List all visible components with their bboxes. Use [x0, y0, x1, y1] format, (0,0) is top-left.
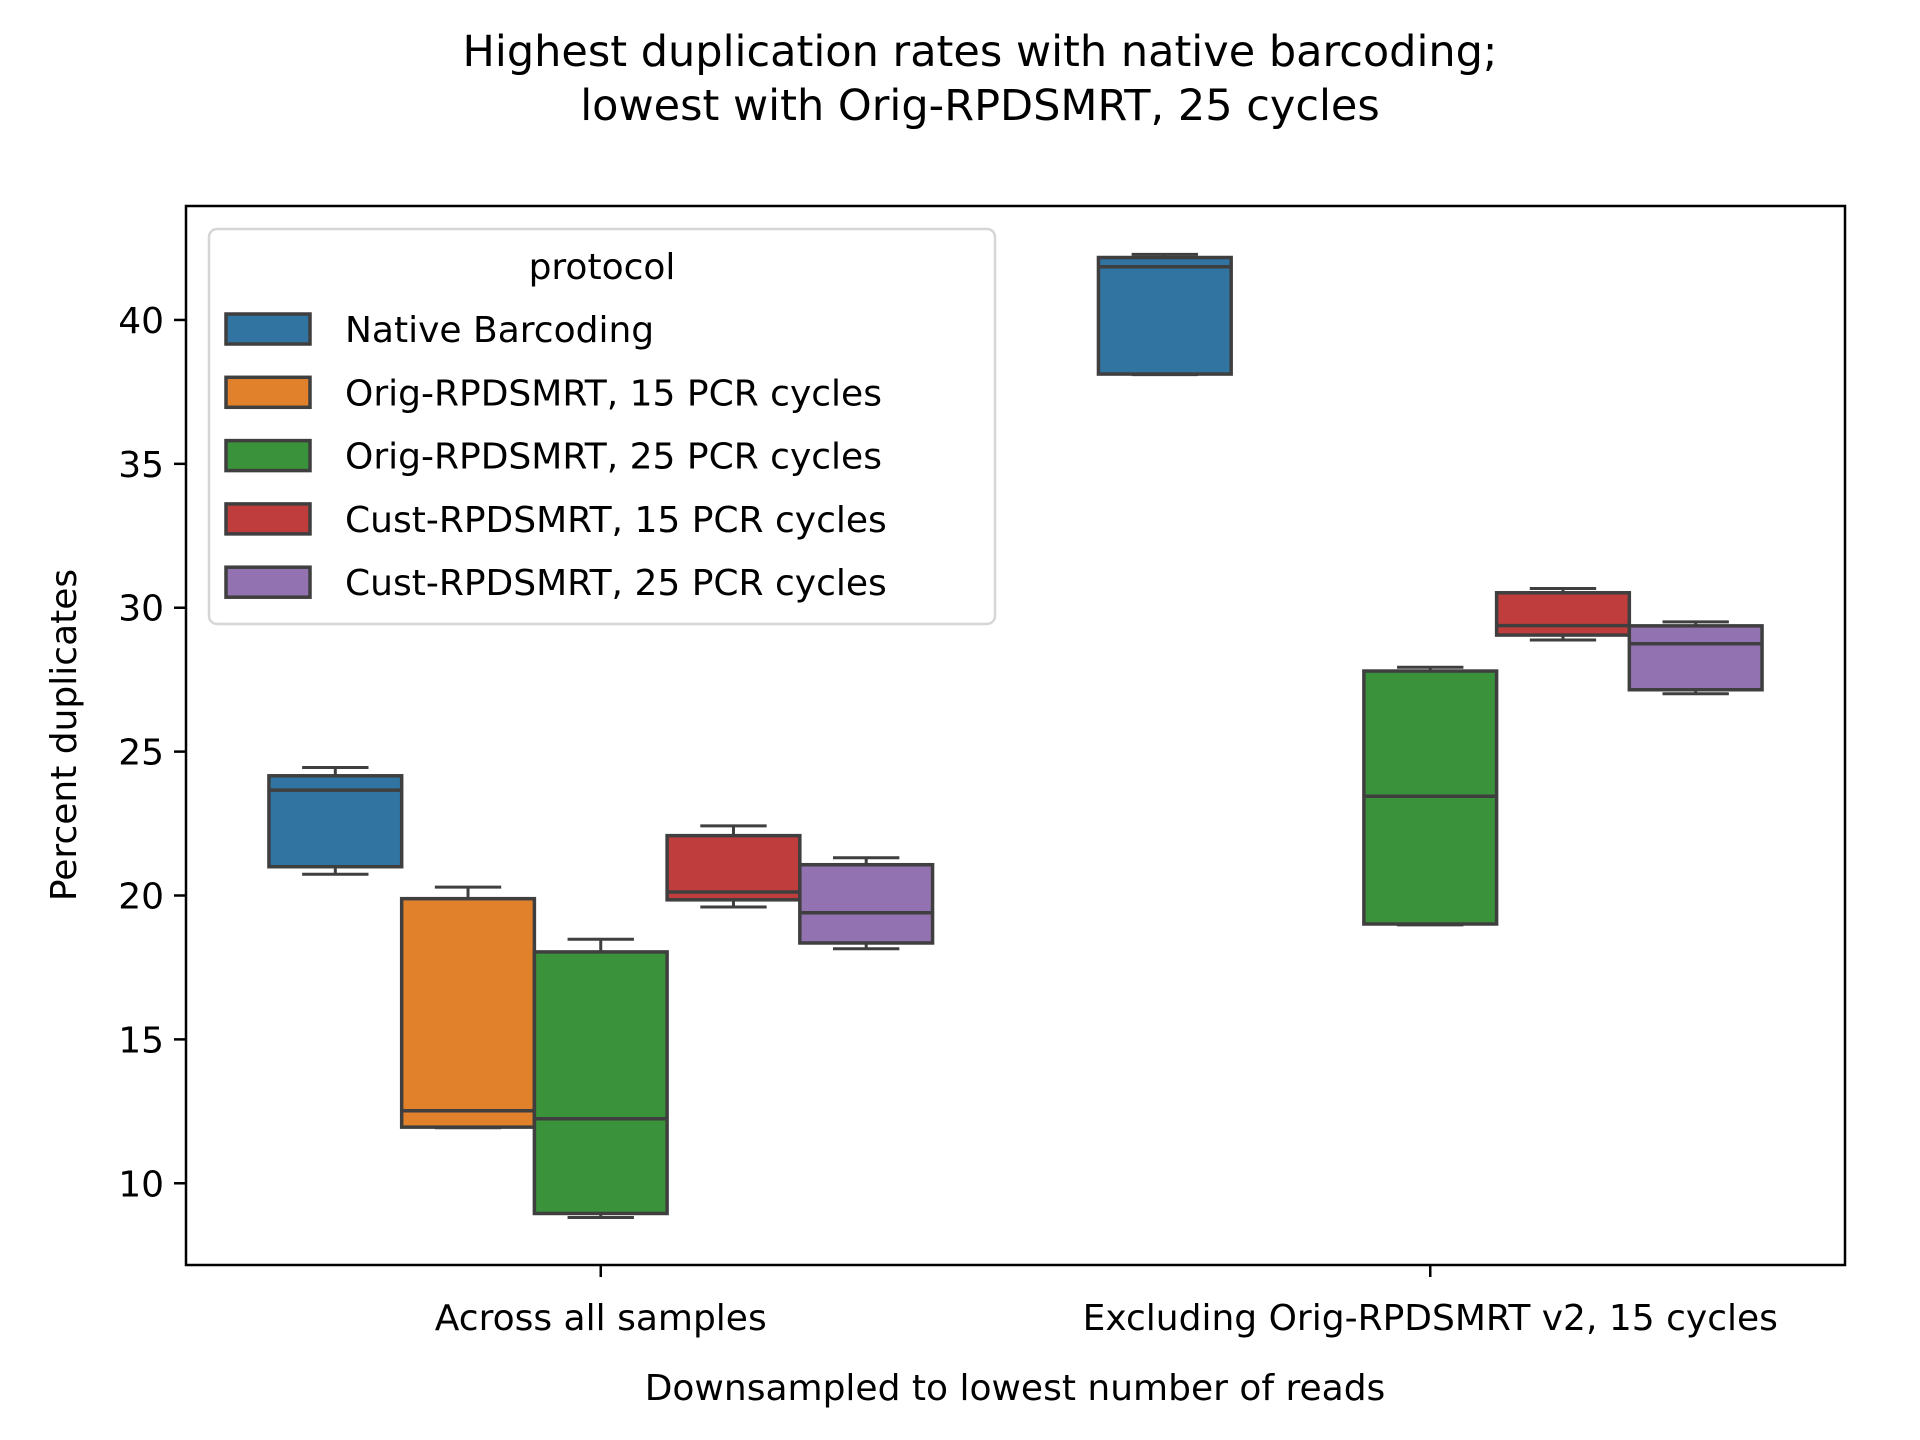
legend-label: Orig-RPDSMRT, 25 PCR cycles — [345, 437, 882, 478]
legend-swatch — [224, 375, 312, 410]
legend-item: Cust-RPDSMRT, 15 PCR cycles — [224, 500, 887, 541]
legend: protocol Native Barcoding Orig-RPDSMRT, 1… — [207, 227, 997, 626]
legend-swatch — [224, 565, 312, 599]
box-4-1 — [1627, 620, 1764, 696]
box-1-0 — [399, 885, 537, 1130]
box-2-0 — [532, 937, 669, 1220]
legend-item: Native Barcoding — [224, 310, 654, 351]
legend-item: Cust-RPDSMRT, 25 PCR cycles — [224, 563, 887, 604]
legend-item: Orig-RPDSMRT, 25 PCR cycles — [224, 437, 882, 478]
box-4-0 — [798, 856, 935, 951]
iqr-box — [532, 950, 669, 1216]
legend-item: Orig-RPDSMRT, 15 PCR cycles — [224, 373, 882, 414]
chart-title: Highest duplication rates with native ba… — [463, 27, 1498, 131]
box-3-0 — [665, 824, 802, 909]
y-tick-label: 30 — [118, 589, 164, 630]
y-axis-ticks: 10 15 20 25 30 35 40 — [118, 301, 186, 1205]
box-layer — [267, 252, 1764, 1220]
x-axis-label: Downsampled to lowest number of reads — [645, 1368, 1386, 1409]
y-axis-label: Percent duplicates — [44, 569, 85, 901]
iqr-box — [798, 862, 935, 945]
y-tick-label: 20 — [118, 877, 164, 918]
y-tick-label: 15 — [118, 1020, 164, 1061]
box-0-1 — [1096, 252, 1233, 377]
iqr-box — [665, 833, 802, 902]
iqr-box — [1494, 591, 1632, 637]
iqr-box — [1096, 255, 1233, 376]
box-0-0 — [267, 765, 404, 876]
x-tick-label: Excluding Orig-RPDSMRT v2, 15 cycles — [1083, 1298, 1778, 1339]
box-3-1 — [1494, 586, 1632, 642]
legend-swatch — [224, 502, 312, 536]
legend-label: Native Barcoding — [345, 310, 654, 351]
axes-frame — [184, 204, 1847, 1267]
y-tick-label: 25 — [118, 733, 164, 774]
y-tick-label: 35 — [118, 445, 164, 486]
x-axis-ticks: Across all samples Excluding Orig-RPDSMRT… — [435, 1265, 1778, 1339]
legend-title: protocol — [529, 247, 676, 288]
iqr-box — [399, 896, 537, 1129]
legend-label: Cust-RPDSMRT, 25 PCR cycles — [345, 563, 887, 604]
y-tick-label: 40 — [118, 301, 164, 342]
legend-frame — [207, 227, 997, 626]
y-tick-label: 10 — [118, 1164, 164, 1205]
x-tick-label: Across all samples — [435, 1298, 767, 1339]
legend-swatch — [224, 312, 312, 346]
legend-swatch — [224, 438, 312, 473]
legend-items: Native Barcoding Orig-RPDSMRT, 15 PCR cyc… — [224, 310, 887, 604]
box-2-1 — [1362, 665, 1499, 927]
iqr-box — [1627, 624, 1764, 692]
legend-label: Cust-RPDSMRT, 15 PCR cycles — [345, 500, 887, 541]
chart-title-line-2: lowest with Orig-RPDSMRT, 25 cycles — [580, 81, 1380, 131]
chart-title-line-1: Highest duplication rates with native ba… — [463, 27, 1498, 77]
legend-label: Orig-RPDSMRT, 15 PCR cycles — [345, 373, 882, 414]
